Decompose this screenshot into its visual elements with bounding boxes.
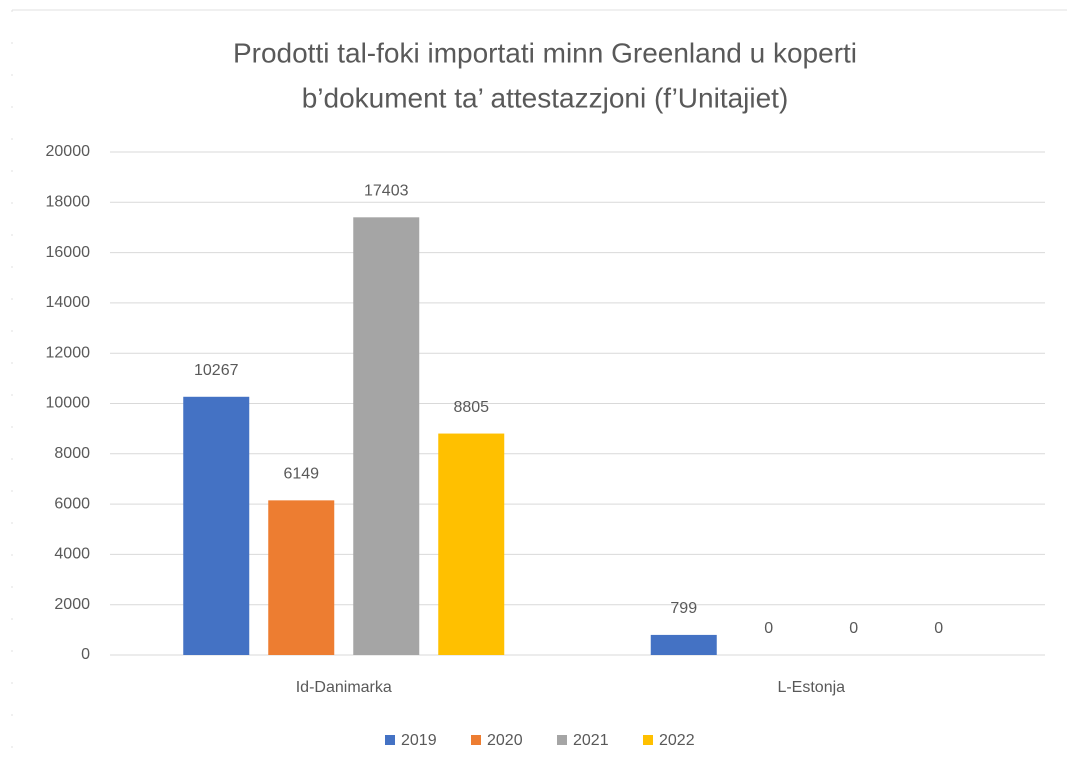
bar (183, 396, 250, 655)
y-tick-label: 20000 (46, 143, 91, 160)
legend-label: 2022 (659, 732, 695, 749)
bar (650, 634, 717, 655)
bar (353, 217, 420, 655)
legend-label: 2020 (487, 732, 523, 749)
y-tick-label: 12000 (46, 344, 91, 361)
data-label: 0 (764, 620, 773, 637)
y-tick-label: 0 (81, 646, 90, 663)
data-label: 0 (849, 620, 858, 637)
legend-swatch (643, 735, 653, 745)
legend-swatch (385, 735, 395, 745)
bar (268, 500, 335, 655)
legend-label: 2021 (573, 732, 609, 749)
x-tick-label: L-Estonja (777, 679, 845, 696)
y-tick-label: 2000 (54, 596, 90, 613)
y-tick-label: 4000 (54, 546, 90, 563)
legend-swatch (471, 735, 481, 745)
legend-label: 2019 (401, 732, 437, 749)
legend-swatch (557, 735, 567, 745)
y-tick-label: 18000 (46, 194, 91, 211)
data-label: 0 (934, 620, 943, 637)
bar (438, 433, 505, 655)
y-tick-label: 14000 (46, 294, 91, 311)
y-tick-label: 8000 (54, 445, 90, 462)
data-label: 10267 (194, 362, 239, 379)
y-tick-label: 6000 (54, 495, 90, 512)
data-label: 6149 (283, 466, 319, 483)
data-label: 8805 (453, 399, 489, 416)
data-label: 17403 (364, 183, 409, 200)
x-tick-label: Id-Danimarka (296, 679, 392, 696)
chart-title: b’dokument ta’ attestazzjoni (f’Unitajie… (302, 82, 789, 113)
data-label: 799 (670, 600, 697, 617)
y-tick-label: 16000 (46, 244, 91, 261)
y-tick-label: 10000 (46, 395, 91, 412)
chart-title: Prodotti tal-foki importati minn Greenla… (233, 37, 857, 68)
